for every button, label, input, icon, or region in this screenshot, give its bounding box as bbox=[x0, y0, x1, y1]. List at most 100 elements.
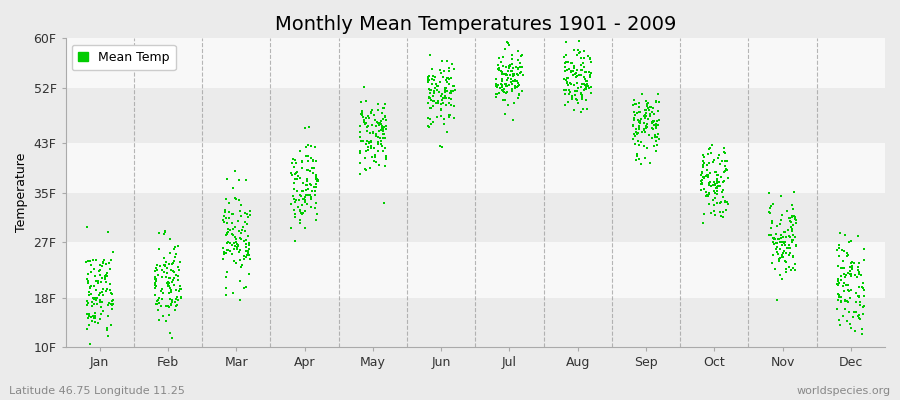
Point bbox=[95, 263, 110, 269]
Point bbox=[228, 243, 242, 249]
Point bbox=[505, 81, 519, 87]
Point bbox=[426, 66, 440, 72]
Point bbox=[579, 82, 593, 88]
Point bbox=[376, 116, 391, 122]
Point bbox=[300, 153, 314, 159]
Point bbox=[220, 220, 235, 226]
Point bbox=[719, 166, 733, 172]
Point bbox=[364, 109, 378, 115]
Point bbox=[232, 248, 247, 255]
Point bbox=[719, 199, 733, 205]
Point bbox=[80, 302, 94, 308]
Point bbox=[770, 240, 784, 246]
Point bbox=[694, 172, 708, 178]
Point bbox=[293, 192, 308, 198]
Point bbox=[565, 96, 580, 102]
Point bbox=[495, 76, 509, 82]
Point bbox=[559, 59, 573, 65]
Point bbox=[169, 302, 184, 309]
Point bbox=[421, 123, 436, 129]
Point bbox=[421, 115, 436, 121]
Point bbox=[508, 64, 523, 70]
Point bbox=[513, 70, 527, 76]
Point bbox=[558, 90, 572, 97]
Point bbox=[630, 153, 644, 160]
Point bbox=[651, 108, 665, 114]
Text: Latitude 46.75 Longitude 11.25: Latitude 46.75 Longitude 11.25 bbox=[9, 386, 184, 396]
Point bbox=[856, 304, 870, 311]
Point bbox=[574, 109, 589, 115]
Point bbox=[238, 237, 253, 244]
Point bbox=[838, 306, 852, 313]
Bar bbox=[66, 193, 885, 242]
Point bbox=[157, 269, 171, 276]
Point bbox=[100, 327, 114, 333]
Point bbox=[378, 101, 392, 108]
Point bbox=[431, 100, 446, 106]
Point bbox=[359, 120, 374, 126]
Point bbox=[357, 84, 372, 91]
Point bbox=[232, 278, 247, 284]
Point bbox=[780, 227, 795, 233]
Point bbox=[503, 62, 517, 68]
Point bbox=[284, 170, 298, 176]
Point bbox=[173, 282, 187, 289]
Point bbox=[841, 287, 855, 293]
Point bbox=[94, 298, 108, 305]
Point bbox=[232, 208, 247, 214]
Point bbox=[576, 60, 590, 66]
Point bbox=[505, 61, 519, 68]
Point bbox=[85, 314, 99, 320]
Point bbox=[773, 221, 788, 227]
Point bbox=[286, 193, 301, 199]
Point bbox=[171, 273, 185, 280]
Point bbox=[291, 204, 305, 210]
Point bbox=[713, 182, 727, 189]
Point bbox=[437, 121, 452, 128]
Point bbox=[98, 276, 112, 282]
Point bbox=[219, 291, 233, 298]
Point bbox=[634, 116, 649, 122]
Point bbox=[499, 111, 513, 118]
Point bbox=[229, 236, 243, 242]
Point bbox=[584, 90, 598, 96]
Point bbox=[438, 85, 453, 92]
Point bbox=[435, 58, 449, 64]
Point bbox=[437, 94, 452, 101]
Point bbox=[428, 80, 443, 87]
Point bbox=[376, 127, 391, 134]
Point bbox=[446, 115, 461, 121]
Point bbox=[163, 285, 177, 292]
Point bbox=[434, 105, 448, 112]
Point bbox=[228, 167, 242, 174]
Point bbox=[709, 169, 724, 175]
Point bbox=[82, 313, 96, 319]
Point bbox=[420, 100, 435, 106]
Point bbox=[847, 260, 861, 266]
Point bbox=[782, 252, 796, 258]
Point bbox=[506, 65, 520, 72]
Point bbox=[707, 179, 722, 186]
Point bbox=[634, 138, 648, 145]
Point bbox=[436, 100, 450, 106]
Point bbox=[227, 240, 241, 246]
Point bbox=[491, 84, 505, 90]
Point bbox=[772, 258, 787, 264]
Point bbox=[508, 85, 523, 92]
Point bbox=[297, 125, 311, 131]
Point bbox=[639, 110, 653, 116]
Point bbox=[832, 245, 847, 251]
Point bbox=[775, 212, 789, 218]
Point bbox=[514, 53, 528, 60]
Point bbox=[500, 89, 514, 96]
Point bbox=[786, 236, 800, 243]
Point bbox=[831, 282, 845, 288]
Point bbox=[640, 144, 654, 151]
Point bbox=[572, 38, 586, 44]
Point bbox=[364, 138, 378, 144]
Point bbox=[706, 202, 721, 208]
Point bbox=[557, 76, 572, 82]
Point bbox=[171, 264, 185, 270]
Point bbox=[489, 91, 503, 97]
Point bbox=[164, 301, 178, 307]
